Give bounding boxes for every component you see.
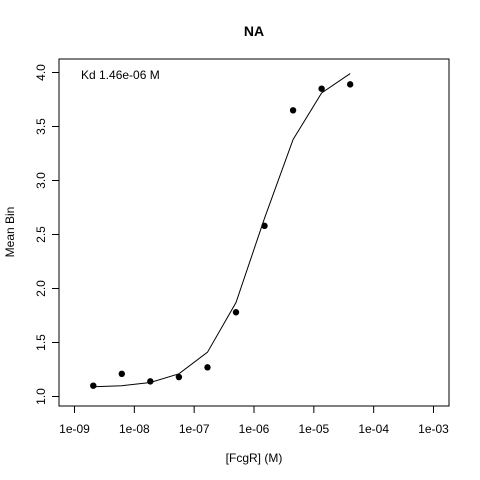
y-tick-label: 2.5 [34, 226, 48, 243]
x-tick-label: 1e-09 [59, 422, 90, 436]
data-point [232, 309, 240, 316]
fit-line [93, 73, 351, 388]
y-tick-label: 3.0 [34, 172, 48, 189]
x-tick-label: 1e-06 [239, 422, 270, 436]
x-axis-label: [FcgR] (M) [226, 451, 283, 465]
data-point [261, 222, 268, 230]
plot-frame [58, 58, 450, 407]
data-point [346, 81, 354, 88]
y-tick-label: 1.5 [34, 334, 48, 351]
chart-title: NA [244, 23, 264, 39]
x-axis: 1e-09 1e-08 1e-07 1e-06 1e-05 1e-04 1e-03 [59, 405, 449, 436]
data-point [289, 107, 297, 114]
x-tick-label: 1e-05 [298, 422, 329, 436]
x-tick-label: 1e-04 [358, 422, 389, 436]
data-point [118, 370, 125, 378]
x-tick-label: 1e-07 [179, 422, 210, 436]
data-point [147, 378, 154, 385]
data-point [204, 364, 211, 371]
data-points [90, 81, 354, 389]
x-tick-label: 1e-08 [119, 422, 150, 436]
y-tick-label: 3.5 [34, 118, 48, 135]
y-tick-label: 4.0 [34, 64, 48, 81]
y-axis: 1.0 1.5 2.0 2.5 3.0 3.5 4.0 [34, 64, 60, 405]
y-tick-label: 1.0 [34, 388, 48, 405]
y-axis-label: Mean Bin [3, 207, 17, 258]
x-tick-label: 1e-03 [418, 422, 449, 436]
y-tick-label: 2.0 [34, 280, 48, 297]
data-point [175, 373, 183, 381]
data-point [318, 85, 325, 92]
kd-annotation: Kd 1.46e-06 M [81, 68, 160, 82]
data-point [90, 382, 97, 389]
